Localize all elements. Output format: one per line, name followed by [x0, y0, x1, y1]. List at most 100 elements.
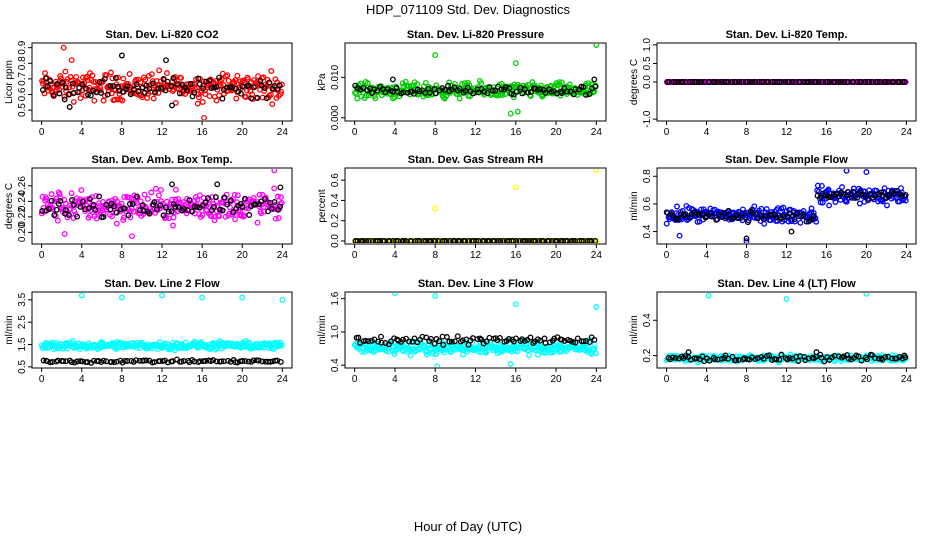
data-point	[195, 75, 202, 82]
data-point	[363, 92, 370, 99]
y-axis-label: degrees C	[4, 183, 15, 229]
data-point	[50, 92, 57, 99]
data-point	[754, 215, 761, 222]
data-point	[682, 353, 689, 360]
data-point	[494, 238, 501, 243]
x-tick-label: 12	[781, 374, 793, 385]
data-point	[111, 359, 118, 366]
chart-panel: Stan. Dev. Line 4 (LT) Flow ml/min 0 4 8 12 16…	[629, 278, 917, 385]
data-point	[79, 81, 86, 88]
data-point	[86, 205, 93, 212]
data-point	[825, 186, 832, 193]
x-tick-label: 0	[664, 127, 670, 138]
data-point	[512, 301, 519, 308]
chart-panel: Stan. Dev. Li-820 CO2 Licor ppm 0 4 8 12 16 20 2…	[4, 29, 293, 138]
data-point	[526, 352, 532, 359]
data-point	[371, 86, 378, 93]
data-point	[391, 335, 398, 342]
data-point	[484, 90, 491, 97]
data-point	[355, 334, 362, 341]
data-point	[143, 357, 150, 364]
data-point	[218, 358, 225, 365]
x-tick-label: 20	[237, 374, 249, 385]
data-point	[141, 191, 148, 198]
data-point	[354, 238, 361, 243]
data-point	[528, 89, 534, 96]
data-point	[432, 293, 439, 299]
data-point	[593, 44, 600, 48]
data-point	[567, 88, 574, 95]
y-tick-label: -1.0	[642, 110, 653, 128]
data-point	[196, 192, 203, 199]
data-point	[574, 335, 581, 342]
data-point	[845, 355, 852, 362]
data-point	[224, 72, 231, 79]
data-point	[411, 335, 418, 342]
data-point	[124, 83, 131, 90]
data-point	[850, 189, 857, 196]
data-point	[208, 85, 215, 92]
data-point	[882, 354, 889, 361]
data-point	[713, 216, 720, 223]
data-point	[423, 351, 430, 358]
data-point	[259, 358, 266, 365]
data-point	[68, 190, 75, 197]
y-tick-label: 0.7	[17, 71, 28, 85]
data-point	[699, 210, 706, 217]
data-point	[212, 194, 219, 201]
data-point	[231, 191, 238, 198]
data-point	[364, 80, 371, 87]
data-point	[831, 79, 838, 85]
data-point	[239, 357, 246, 364]
data-point	[519, 90, 526, 97]
data-point	[101, 92, 108, 99]
data-point	[360, 238, 366, 243]
data-point	[277, 358, 284, 365]
data-point	[532, 238, 539, 243]
data-point	[200, 85, 207, 92]
data-point	[682, 211, 689, 218]
data-point	[858, 79, 865, 85]
x-tick-label: 24	[277, 374, 289, 385]
data-point	[592, 238, 599, 243]
x-tick-label: 4	[704, 127, 710, 138]
data-point	[112, 75, 119, 81]
data-point	[459, 337, 466, 344]
data-point	[211, 217, 218, 224]
data-point	[529, 79, 536, 86]
data-point	[781, 213, 788, 220]
data-point	[558, 79, 565, 86]
data-point	[62, 207, 69, 214]
data-point	[475, 89, 482, 96]
data-point	[835, 79, 842, 85]
data-point	[277, 203, 283, 210]
y-tick-label: 3.5	[17, 292, 28, 306]
data-point	[90, 78, 97, 85]
data-point	[278, 342, 285, 349]
data-point	[104, 91, 111, 98]
x-tick-label: 0	[664, 374, 670, 385]
y-tick-label: 1.0	[642, 37, 653, 51]
data-point	[69, 80, 76, 87]
data-point	[443, 238, 450, 243]
data-point	[146, 85, 153, 92]
data-point	[885, 192, 891, 199]
plot-frame	[656, 167, 917, 245]
data-point	[699, 353, 706, 360]
data-point	[513, 88, 520, 95]
x-tick-label: 0	[39, 127, 45, 138]
data-point	[431, 340, 438, 347]
data-point	[706, 357, 713, 364]
data-point	[125, 212, 132, 219]
data-point	[483, 338, 490, 345]
y-tick-label: 0.6	[17, 87, 28, 101]
panel-title: Stan. Dev. Line 3 Flow	[418, 278, 534, 290]
data-point	[68, 57, 75, 64]
data-point	[819, 79, 825, 85]
data-point	[901, 79, 908, 85]
data-point	[268, 68, 275, 75]
data-point	[893, 187, 900, 194]
data-point	[65, 91, 72, 98]
data-point	[696, 212, 703, 219]
